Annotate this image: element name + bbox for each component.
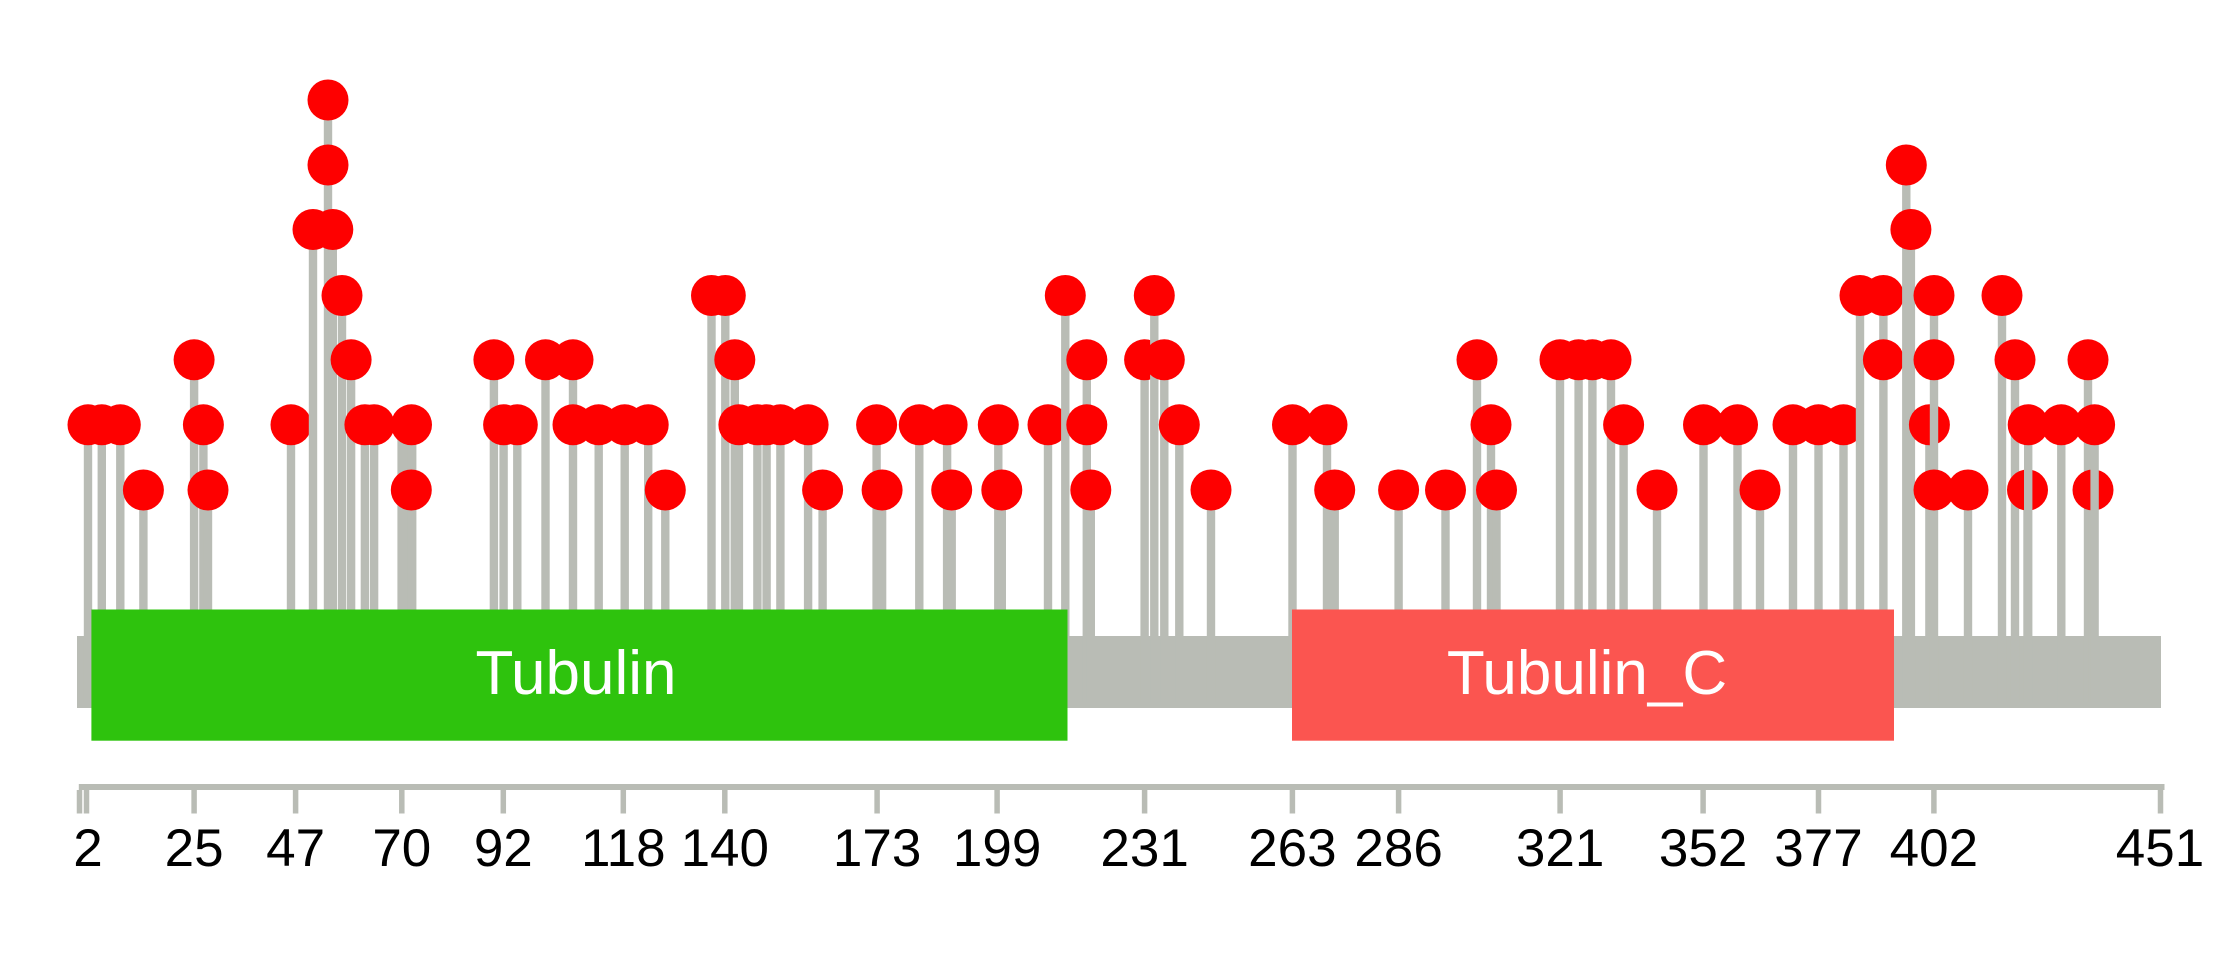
svg-text:25: 25 (165, 819, 224, 878)
svg-text:231: 231 (1100, 819, 1188, 878)
svg-text:92: 92 (474, 819, 533, 878)
svg-text:263: 263 (1248, 819, 1336, 878)
svg-text:Tubulin_C: Tubulin_C (1447, 639, 1727, 708)
svg-text:321: 321 (1516, 819, 1604, 878)
svg-text:199: 199 (953, 819, 1041, 878)
svg-text:377: 377 (1774, 819, 1862, 878)
svg-text:402: 402 (1890, 819, 1978, 878)
svg-text:286: 286 (1354, 819, 1442, 878)
svg-text:Tubulin: Tubulin (475, 639, 676, 708)
svg-text:140: 140 (681, 819, 769, 878)
svg-text:118: 118 (581, 819, 666, 878)
svg-text:2: 2 (73, 819, 102, 878)
svg-text:173: 173 (833, 819, 921, 878)
svg-text:47: 47 (266, 819, 325, 878)
svg-text:451: 451 (2116, 819, 2204, 878)
svg-text:70: 70 (372, 819, 431, 878)
svg-text:352: 352 (1659, 819, 1747, 878)
